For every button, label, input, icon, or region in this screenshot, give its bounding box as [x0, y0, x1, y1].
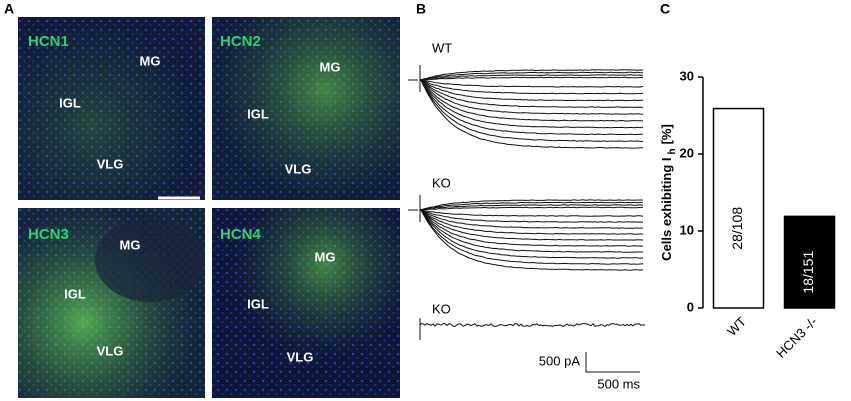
- y-axis-label-part: [%]: [659, 124, 674, 144]
- x-tick-label: WT: [724, 314, 749, 339]
- y-tick-label: 0: [687, 299, 694, 314]
- x-tick-label: HCN3 -/-: [773, 314, 820, 361]
- image-title: HCN4: [220, 226, 261, 243]
- trace-label: WT: [432, 40, 452, 55]
- trace: [420, 210, 643, 216]
- trace: [420, 324, 645, 327]
- region-label: VLG: [287, 349, 314, 364]
- image-title: HCN2: [220, 33, 261, 50]
- region-label: MG: [315, 249, 336, 264]
- trace: [420, 207, 643, 210]
- scale-label: 500 pA: [539, 353, 581, 368]
- region-label: MG: [320, 59, 341, 74]
- region-label: IGL: [247, 296, 269, 311]
- region-label: MG: [140, 53, 161, 68]
- y-axis-label: Cells exhibiting I h [%]: [659, 124, 677, 261]
- y-tick-label: 30: [680, 68, 694, 83]
- image-title: HCN3: [28, 226, 69, 243]
- panel-letter: B: [416, 1, 426, 17]
- y-axis-label-part: Cells exhibiting I: [659, 158, 674, 261]
- y-tick-label: 20: [680, 145, 694, 160]
- region-label: IGL: [59, 95, 81, 110]
- y-axis-label-part: h: [667, 148, 678, 154]
- region-label: VLG: [285, 161, 312, 176]
- region-label: IGL: [64, 286, 86, 301]
- scale-bar: [586, 352, 640, 372]
- trace: [420, 80, 643, 87]
- scale-label: 500 ms: [597, 376, 640, 391]
- value-label: 18/151: [800, 251, 816, 294]
- trace: [420, 80, 643, 114]
- region-label: VLG: [97, 343, 124, 358]
- panel-letter: A: [4, 1, 14, 17]
- trace: [420, 77, 643, 80]
- bar-chart: 0 10 20 30 Cells exhibiting I h [%] 28/108 WT 18/…: [659, 68, 834, 360]
- image-title: HCN1: [28, 33, 69, 50]
- trace-label: KO: [432, 301, 451, 316]
- y-tick-label: 10: [680, 222, 694, 237]
- region-label: MG: [120, 237, 141, 252]
- panel-letter: C: [660, 1, 670, 17]
- region-label: IGL: [247, 106, 269, 121]
- value-label: 28/108: [729, 207, 745, 250]
- region-label: VLG: [97, 156, 124, 171]
- trace-label: KO: [432, 175, 451, 190]
- traces: [408, 65, 645, 340]
